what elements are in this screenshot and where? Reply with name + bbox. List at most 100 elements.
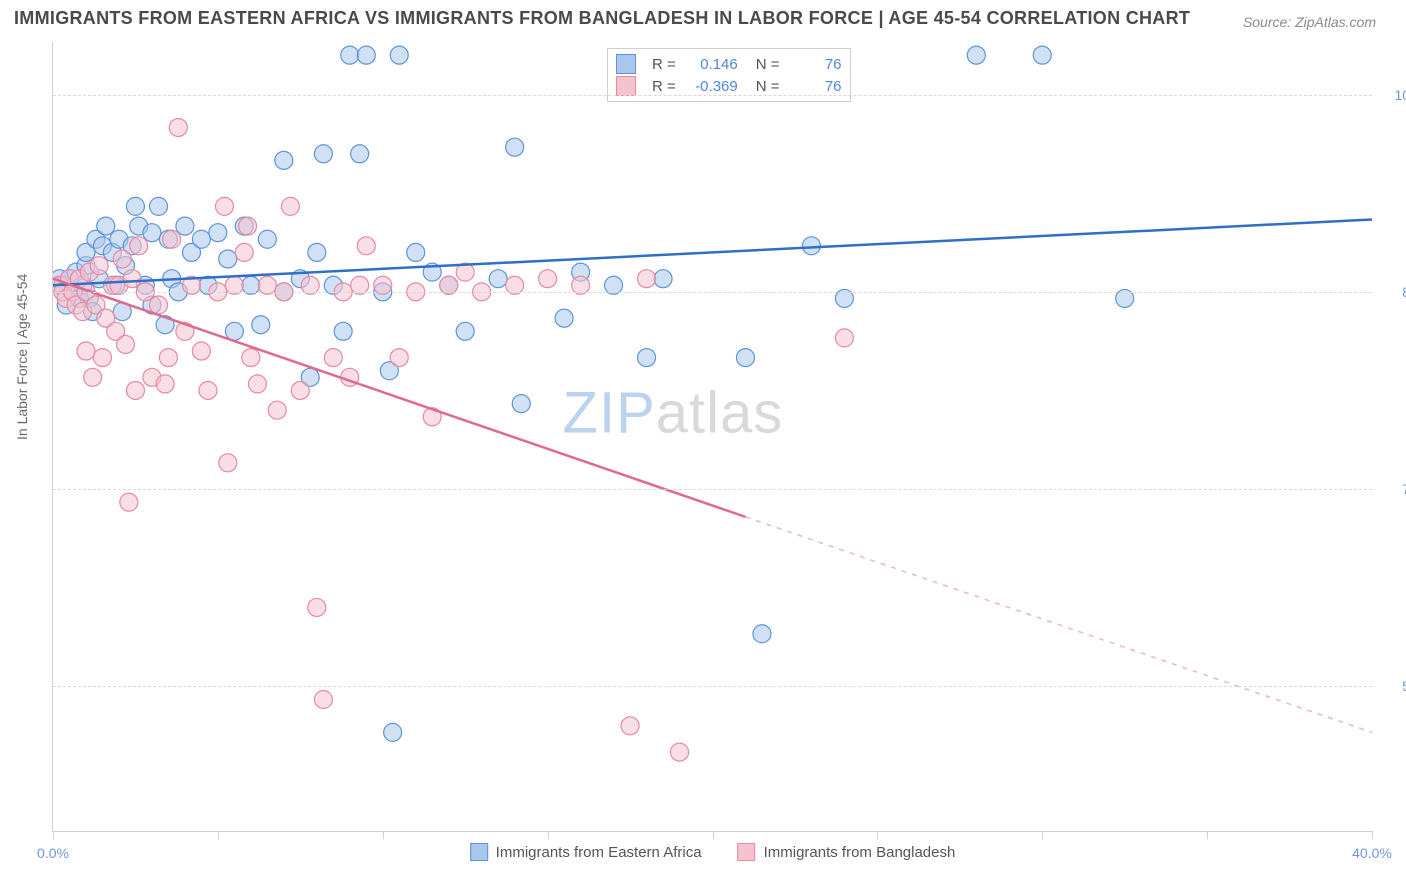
data-point (967, 46, 985, 64)
n-value: 76 (788, 78, 842, 95)
data-point (123, 270, 141, 288)
data-point (314, 145, 332, 163)
data-point (209, 224, 227, 242)
data-point (258, 230, 276, 248)
data-point (120, 493, 138, 511)
regression-line (53, 279, 745, 517)
source-attribution: Source: ZipAtlas.com (1243, 14, 1376, 30)
data-point (169, 118, 187, 136)
data-point (235, 243, 253, 261)
y-axis-label: In Labor Force | Age 45-54 (14, 274, 30, 440)
data-point (308, 243, 326, 261)
data-point (252, 316, 270, 334)
x-tick (1372, 831, 1373, 839)
data-point (242, 349, 260, 367)
data-point (150, 296, 168, 314)
r-value: 0.146 (684, 56, 738, 73)
data-point (753, 625, 771, 643)
y-tick-label: 100.0% (1380, 87, 1406, 103)
data-point (357, 237, 375, 255)
data-point (77, 342, 95, 360)
data-point (156, 375, 174, 393)
data-point (357, 46, 375, 64)
data-point (199, 381, 217, 399)
data-point (215, 197, 233, 215)
y-tick-label: 70.0% (1380, 481, 1406, 497)
data-point (835, 329, 853, 347)
data-point (93, 349, 111, 367)
chart-title: IMMIGRANTS FROM EASTERN AFRICA VS IMMIGR… (14, 8, 1190, 29)
data-point (351, 145, 369, 163)
legend-label: Immigrants from Bangladesh (764, 844, 956, 861)
data-point (219, 454, 237, 472)
data-point (126, 197, 144, 215)
data-point (489, 270, 507, 288)
plot-area: ZIPatlas R =0.146N =76R =-0.369N =76 Imm… (52, 42, 1372, 832)
data-point (275, 151, 293, 169)
x-tick (218, 831, 219, 839)
n-label: N = (756, 56, 780, 73)
data-point (390, 349, 408, 367)
data-point (390, 46, 408, 64)
n-label: N = (756, 78, 780, 95)
data-point (308, 598, 326, 616)
legend-swatch (738, 843, 756, 861)
data-point (150, 197, 168, 215)
scatter-plot-svg (53, 42, 1372, 831)
data-point (97, 217, 115, 235)
x-tick (713, 831, 714, 839)
data-point (84, 368, 102, 386)
data-point (239, 217, 257, 235)
x-tick (1207, 831, 1208, 839)
data-point (456, 322, 474, 340)
series-legend: Immigrants from Eastern Africa Immigrants… (470, 843, 956, 861)
x-tick-label: 40.0% (1352, 845, 1392, 861)
gridline (53, 292, 1372, 293)
gridline (53, 686, 1372, 687)
data-point (334, 322, 352, 340)
data-point (117, 335, 135, 353)
data-point (1033, 46, 1051, 64)
gridline (53, 489, 1372, 490)
data-point (143, 224, 161, 242)
x-tick (548, 831, 549, 839)
data-point (281, 197, 299, 215)
data-point (113, 250, 131, 268)
r-label: R = (652, 78, 676, 95)
legend-swatch (616, 54, 636, 74)
data-point (291, 381, 309, 399)
data-point (126, 381, 144, 399)
x-tick (383, 831, 384, 839)
data-point (176, 217, 194, 235)
data-point (268, 401, 286, 419)
data-point (654, 270, 672, 288)
x-tick (53, 831, 54, 839)
data-point (638, 349, 656, 367)
data-point (407, 243, 425, 261)
data-point (384, 723, 402, 741)
data-point (324, 349, 342, 367)
data-point (219, 250, 237, 268)
n-value: 76 (788, 56, 842, 73)
gridline (53, 95, 1372, 96)
regression-line-extrapolated (745, 517, 1372, 732)
data-point (539, 270, 557, 288)
data-point (341, 46, 359, 64)
data-point (671, 743, 689, 761)
data-point (555, 309, 573, 327)
data-point (163, 230, 181, 248)
r-value: -0.369 (684, 78, 738, 95)
r-label: R = (652, 56, 676, 73)
data-point (802, 237, 820, 255)
y-tick-label: 85.0% (1380, 284, 1406, 300)
data-point (130, 237, 148, 255)
legend-label: Immigrants from Eastern Africa (496, 844, 702, 861)
data-point (736, 349, 754, 367)
y-tick-label: 55.0% (1380, 678, 1406, 694)
data-point (512, 395, 530, 413)
data-point (90, 257, 108, 275)
data-point (248, 375, 266, 393)
data-point (638, 270, 656, 288)
legend-item: Immigrants from Eastern Africa (470, 843, 702, 861)
legend-swatch (470, 843, 488, 861)
